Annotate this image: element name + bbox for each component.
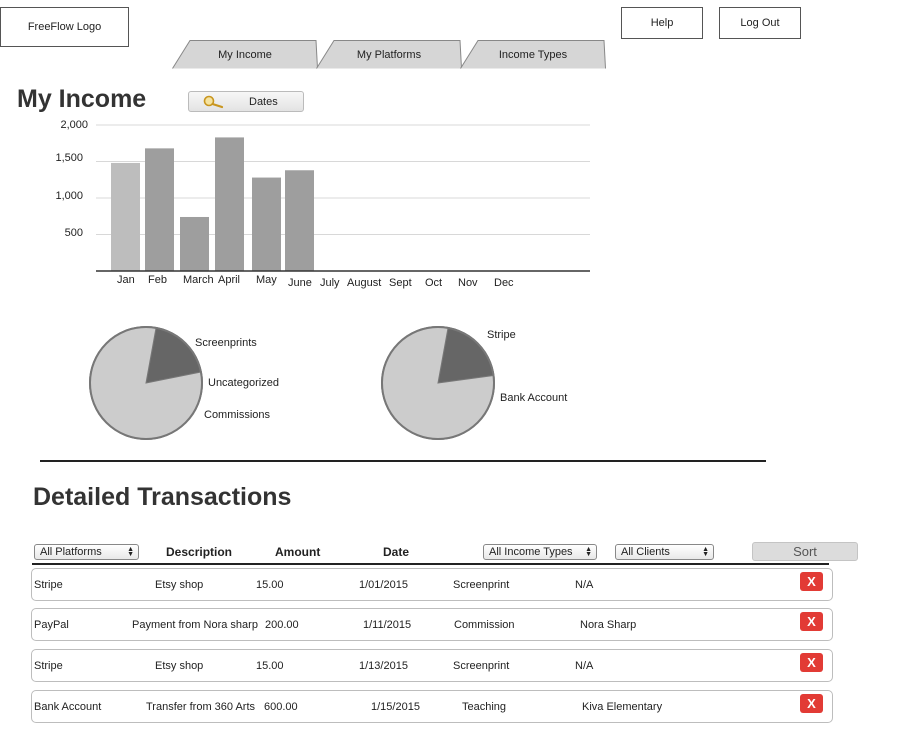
cell-description: Payment from Nora sharp (132, 619, 258, 631)
header-underline (32, 563, 829, 565)
bar-june (285, 170, 314, 271)
x-tick-label: June (288, 277, 312, 289)
x-tick-label: March (183, 274, 214, 286)
cell-description: Etsy shop (155, 579, 204, 591)
platforms-pie-chart (377, 320, 499, 445)
select-arrows-icon: ▲ ▼ (585, 546, 592, 558)
x-tick-label: Sept (389, 277, 412, 289)
cell-amount: 15.00 (256, 660, 284, 672)
tab-shape (460, 40, 606, 69)
bar-may (252, 177, 281, 271)
tab-label: Income Types (498, 48, 568, 61)
x-tick-label: July (320, 277, 340, 289)
section-divider (40, 460, 766, 462)
delete-button[interactable]: X (800, 612, 823, 631)
tab-shape (316, 40, 462, 69)
cell-income-type: Screenprint (453, 660, 510, 672)
select-value: All Platforms (40, 546, 102, 558)
cell-platform: PayPal (34, 619, 69, 631)
table-row[interactable]: Stripe Etsy shop 15.00 1/01/2015 Screenp… (31, 568, 833, 601)
bar-jan (111, 162, 140, 271)
platforms-filter-select[interactable]: All Platforms ▲ ▼ (34, 544, 139, 560)
cell-amount: 600.00 (264, 701, 298, 713)
dates-button[interactable]: Dates (188, 91, 304, 112)
tab-my-platforms[interactable]: My Platforms (316, 40, 462, 69)
pie-rim (381, 326, 495, 440)
select-arrows-icon: ▲ ▼ (127, 546, 134, 558)
delete-button[interactable]: X (800, 572, 823, 591)
cell-amount: 15.00 (256, 579, 284, 591)
transactions-title: Detailed Transactions (33, 483, 292, 511)
cell-income-type: Teaching (462, 701, 507, 713)
cell-description: Transfer from 360 Arts (146, 701, 256, 713)
page-title: My Income (17, 85, 147, 113)
pie-label: Bank Account (500, 392, 568, 404)
cell-date: 1/01/2015 (359, 579, 408, 591)
pie-chart-svg (89, 326, 203, 440)
y-tick-label: 1,500 (55, 152, 83, 164)
delete-button[interactable]: X (800, 694, 823, 713)
x-tick-label: Jan (117, 274, 135, 286)
cell-platform: Stripe (34, 579, 63, 591)
tab-label: My Income (218, 48, 272, 61)
delete-button[interactable]: X (800, 653, 823, 672)
bar-chart-svg (96, 124, 590, 272)
column-header-date[interactable]: Date (383, 545, 410, 559)
column-header-amount[interactable]: Amount (275, 545, 321, 559)
income-bar-chart: 2,000 1,500 1,000 500 Jan Feb March Apri… (0, 0, 900, 300)
y-tick-label: 1,000 (55, 190, 83, 202)
cell-date: 1/11/2015 (363, 619, 412, 631)
pie-chart-svg (381, 326, 495, 440)
tab-label: My Platforms (356, 48, 422, 61)
y-tick-label: 2,000 (60, 119, 88, 131)
tab-my-income[interactable]: My Income (172, 40, 318, 69)
x-tick-label: Nov (458, 277, 478, 289)
pie-rim (89, 326, 203, 440)
cell-date: 1/13/2015 (359, 660, 408, 672)
cell-description: Etsy shop (155, 660, 204, 672)
select-value: All Income Types (489, 546, 573, 558)
pie-label: Screenprints (195, 337, 257, 349)
dates-label: Dates (249, 96, 278, 108)
income-types-pie-chart (85, 320, 205, 445)
cell-client: N/A (575, 579, 594, 591)
logout-button[interactable]: Log Out (719, 7, 801, 39)
cell-amount: 200.00 (265, 619, 299, 631)
table-row[interactable]: Bank Account Transfer from 360 Arts 600.… (31, 690, 833, 723)
select-arrows-icon: ▲ ▼ (702, 546, 709, 558)
bar-april (215, 137, 244, 271)
pie-label: Stripe (487, 329, 516, 341)
bar-march (180, 216, 209, 271)
cell-income-type: Commission (454, 619, 515, 631)
clients-filter-select[interactable]: All Clients ▲ ▼ (615, 544, 714, 560)
cell-client: Nora Sharp (580, 619, 637, 631)
bar-feb (145, 148, 174, 271)
cell-platform: Stripe (34, 660, 63, 672)
y-tick-label: 500 (64, 227, 83, 239)
table-row[interactable]: PayPal Payment from Nora sharp 200.00 1/… (31, 608, 833, 641)
select-value: All Clients (621, 546, 670, 558)
x-tick-label: April (218, 274, 241, 286)
table-row[interactable]: Stripe Etsy shop 15.00 1/13/2015 Screenp… (31, 649, 833, 682)
x-tick-label: Feb (148, 274, 167, 286)
income-types-filter-select[interactable]: All Income Types ▲ ▼ (483, 544, 597, 560)
cell-date: 1/15/2015 (371, 701, 420, 713)
pie-label: Commissions (204, 409, 271, 421)
pie-label: Uncategorized (208, 377, 279, 389)
cell-client: N/A (575, 660, 594, 672)
freeflow-logo[interactable]: FreeFlow Logo (0, 7, 129, 47)
tab-shape (172, 40, 318, 69)
column-header-description[interactable]: Description (166, 545, 233, 559)
magnifier-icon (203, 95, 224, 109)
x-tick-label: Dec (494, 277, 514, 289)
cell-income-type: Screenprint (453, 579, 510, 591)
x-tick-label: May (256, 274, 277, 286)
help-button[interactable]: Help (621, 7, 703, 39)
tab-income-types[interactable]: Income Types (460, 40, 606, 69)
cell-platform: Bank Account (34, 701, 102, 713)
x-tick-label: Oct (425, 277, 443, 289)
x-tick-label: August (347, 277, 382, 289)
sort-button[interactable]: Sort (752, 542, 858, 561)
cell-client: Kiva Elementary (582, 701, 663, 713)
